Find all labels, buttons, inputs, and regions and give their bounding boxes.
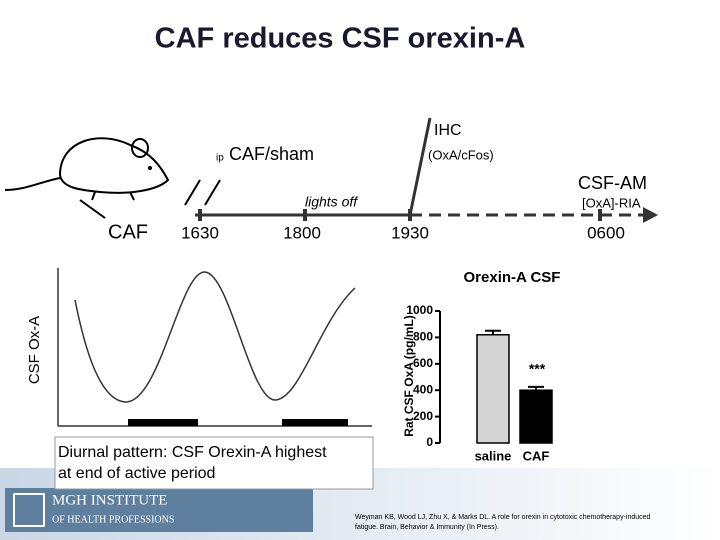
bar: [476, 334, 510, 444]
diurnal-curve: [74, 271, 356, 403]
diurnal-y-label: CSF Ox-A: [26, 316, 43, 384]
bar: [519, 389, 553, 444]
dark-period: [282, 419, 348, 426]
caf-label: CAF: [108, 221, 148, 243]
slide-title: CAF reduces CSF orexin-A: [155, 23, 526, 55]
ihc-label: IHC: [434, 122, 462, 139]
y-tick-label: 0: [426, 435, 433, 449]
time-label: 1630: [181, 223, 219, 242]
caption-line: Diurnal pattern: CSF Orexin-A highest: [58, 444, 327, 461]
caption-line: at end of active period: [58, 465, 215, 482]
ihc-detail: (OxA/cFos): [428, 147, 494, 162]
error-bar: [528, 385, 544, 391]
error-bar: [485, 329, 501, 335]
x-tick-label: CAF: [523, 448, 550, 463]
y-tick-label: 800: [413, 330, 433, 344]
logo-line1: MGH INSTITUTE: [52, 492, 167, 508]
logo-icon: [13, 493, 45, 527]
timeline-ticks: [198, 209, 602, 221]
significance: ***: [529, 361, 546, 377]
ip-label: ip: [216, 153, 224, 164]
logo-line2: OF HEALTH PROFESSIONS: [52, 514, 174, 525]
dark-period: [128, 419, 198, 426]
y-tick-label: 400: [413, 382, 433, 396]
ihc-line: [408, 117, 432, 216]
y-axis-label: Rat CSF OxA (pg/mL): [402, 315, 416, 437]
y-tick-label: 200: [413, 409, 433, 423]
y-tick-label: 600: [413, 356, 433, 370]
time-labels: 1630 1800 1930 0600: [181, 223, 625, 242]
bar-chart: 0 200 400 600 800 1000 saline CAF: [406, 303, 553, 463]
citation: Weyman KB, Wood LJ, Zhu X, & Marks DL. A…: [355, 514, 651, 521]
ria-label: [OxA]-RIA: [582, 195, 641, 210]
x-tick-label: saline: [475, 448, 512, 463]
y-tick-label: 1000: [406, 303, 433, 317]
time-label: 1930: [391, 223, 429, 242]
logo-box: [5, 488, 313, 532]
caf-sham-label: CAF/sham: [229, 144, 314, 164]
citation: fatigue. Brain, Behavior & Immunity (In …: [355, 524, 499, 531]
mouse: [4, 137, 221, 219]
timeline-arrow: [643, 207, 658, 223]
lights-off-label: lights off: [305, 194, 359, 210]
csf-am-label: CSF-AM: [578, 173, 647, 193]
caption-box: [54, 436, 374, 490]
mouse-eye: [148, 166, 152, 170]
time-label: 1800: [283, 223, 321, 242]
time-label: 0600: [587, 223, 625, 242]
chart-title: Orexin-A CSF: [464, 269, 561, 286]
